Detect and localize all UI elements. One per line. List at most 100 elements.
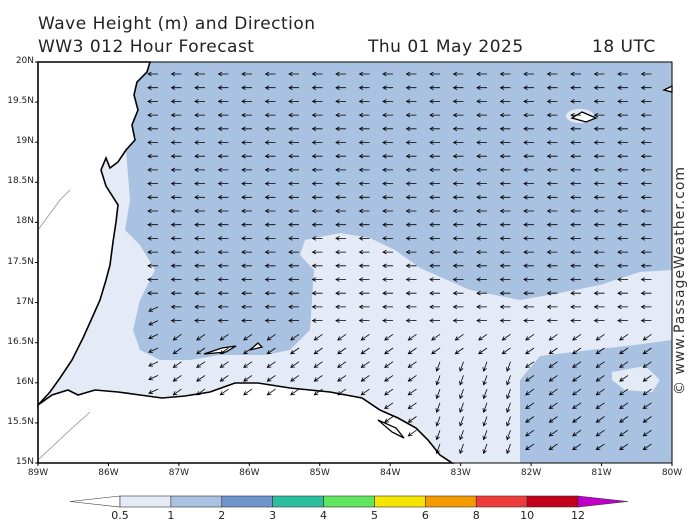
wave-arrow <box>172 361 182 368</box>
wave-arrow <box>405 208 417 214</box>
wave-arrow <box>382 71 393 77</box>
wave-arrow <box>593 290 605 296</box>
wave-arrow <box>311 263 323 269</box>
wave-arrow <box>147 112 158 118</box>
wave-arrow <box>194 153 205 159</box>
wave-arrow <box>405 290 417 296</box>
wave-arrow <box>407 416 417 423</box>
wave-arrow <box>264 208 276 214</box>
wave-arrow <box>384 388 394 396</box>
wave-arrow <box>264 290 276 296</box>
wave-arrow <box>264 195 276 200</box>
wave-arrow <box>194 112 205 118</box>
wave-arrow <box>360 347 370 355</box>
colorbar-segment <box>119 495 172 508</box>
wave-arrow <box>147 153 158 159</box>
wave-arrow <box>264 181 276 186</box>
wave-arrow <box>405 277 417 282</box>
wave-arrow <box>570 263 581 269</box>
wave-arrow <box>405 153 417 159</box>
wave-arrow <box>217 140 229 145</box>
wave-arrow <box>595 429 605 437</box>
wave-arrow <box>335 249 346 255</box>
wave-arrow <box>264 85 276 90</box>
wave-arrow <box>170 222 182 227</box>
wave-arrow <box>429 153 440 159</box>
wave-arrow <box>241 277 252 282</box>
wave-arrow <box>405 99 417 104</box>
wave-arrow <box>459 361 464 372</box>
lon-label: 84W <box>380 468 401 478</box>
wave-arrow <box>570 290 581 296</box>
wave-arrow <box>523 126 534 132</box>
wave-arrow <box>570 99 581 104</box>
wave-arrow <box>264 112 276 118</box>
wave-arrow <box>640 85 652 90</box>
wave-arrow <box>241 126 252 132</box>
wave-arrow <box>617 249 628 255</box>
wave-arrow <box>147 277 158 282</box>
wave-arrow <box>382 126 393 132</box>
wave-arrow <box>382 167 393 173</box>
wave-arrow <box>570 153 581 159</box>
wave-arrow <box>546 236 558 241</box>
wave-arrow <box>429 208 440 214</box>
wave-arrow <box>147 181 158 186</box>
wave-arrow <box>640 153 652 159</box>
wave-arrow <box>217 112 229 118</box>
wave-arrow <box>382 208 393 214</box>
map-frame <box>37 61 673 464</box>
wave-direction-arrows <box>147 71 652 455</box>
wave-arrow <box>501 333 511 341</box>
colorbar-label: 12 <box>571 509 585 522</box>
wave-arrow <box>264 99 276 104</box>
wave-arrow <box>170 290 182 296</box>
wave-arrow <box>384 402 394 410</box>
wave-arrow <box>358 263 370 269</box>
wave-arrow <box>147 85 158 90</box>
wave-arrow <box>642 402 652 410</box>
wave-arrow <box>546 153 558 159</box>
wave-arrow <box>217 263 229 269</box>
wave-arrow <box>546 290 558 296</box>
wave-arrow <box>217 304 229 310</box>
wave-arrow <box>382 290 393 296</box>
wave-arrow <box>523 236 534 241</box>
land-central-america <box>37 61 152 408</box>
wave-arrow <box>405 71 417 77</box>
wave-arrow <box>476 208 487 214</box>
wave-arrow <box>642 388 652 396</box>
wave-arrow <box>147 208 158 214</box>
wave-arrow <box>147 167 158 173</box>
wave-arrow <box>147 126 158 132</box>
wave-arrow <box>194 236 205 241</box>
wave-arrow <box>525 333 535 341</box>
wave-arrow <box>337 333 347 341</box>
wave-arrow <box>429 290 440 296</box>
wave-arrow <box>476 290 487 296</box>
lon-label: 87W <box>168 468 190 478</box>
wave-arrow <box>546 277 558 282</box>
colorbar-label: 0.5 <box>111 509 129 522</box>
wave-arrow <box>194 249 205 255</box>
wave-arrow <box>572 443 582 451</box>
wave-arrow <box>382 195 393 200</box>
wave-arrow <box>290 375 300 382</box>
wave-arrow <box>642 375 652 382</box>
wave-arrow <box>358 153 370 159</box>
wave-arrow <box>337 347 347 355</box>
wave-arrow <box>525 402 535 410</box>
wave-arrow <box>525 347 535 355</box>
wave-arrow <box>170 85 182 90</box>
wave-arrow <box>335 195 346 200</box>
wave-arrow <box>288 181 299 186</box>
wave-arrow <box>148 320 159 326</box>
wave-arrow <box>172 347 182 355</box>
wave-arrow <box>452 236 464 241</box>
wave-arrow <box>405 181 417 186</box>
wave-arrow <box>382 222 393 227</box>
wave-arrow <box>147 263 158 269</box>
wave-arrow <box>405 222 417 227</box>
wave-arrow <box>499 71 511 77</box>
wave-arrow <box>147 99 158 104</box>
